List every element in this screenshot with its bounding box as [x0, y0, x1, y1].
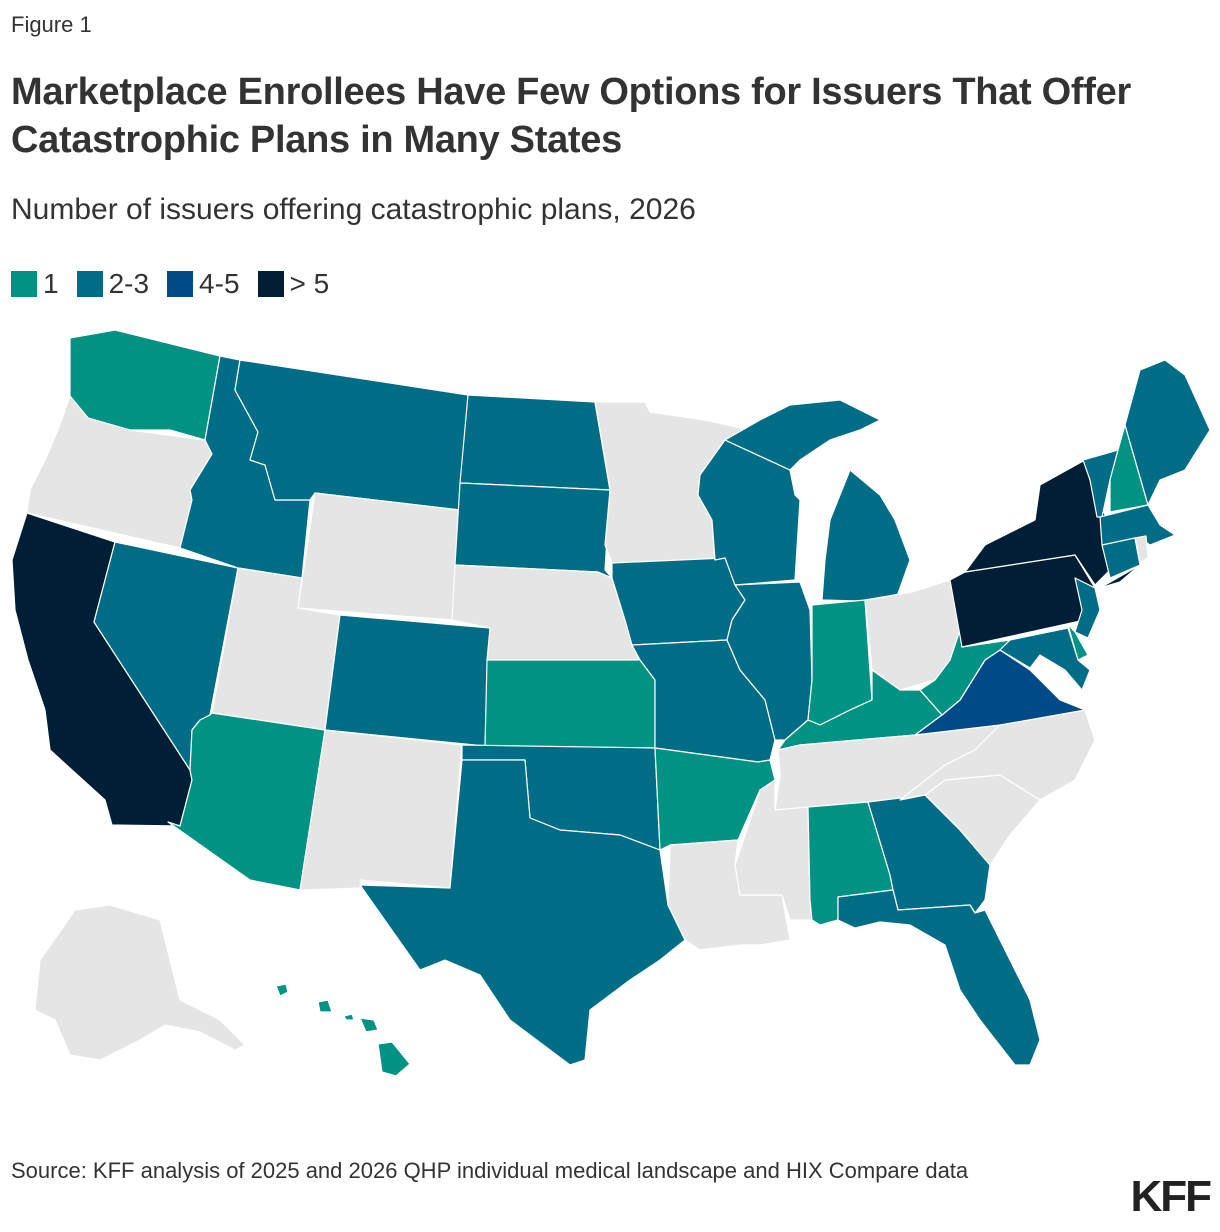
legend-label-gt5: > 5	[289, 268, 330, 299]
state-hi[interactable]	[275, 983, 411, 1077]
us-map	[0, 320, 1220, 1100]
state-nm[interactable]	[299, 729, 463, 891]
legend-swatch-2-3	[76, 271, 103, 297]
state-nc[interactable]	[899, 709, 1096, 801]
state-fl[interactable]	[837, 889, 1041, 1066]
state-wy[interactable]	[297, 492, 461, 621]
figure-label: Figure 1	[11, 12, 92, 37]
state-tx[interactable]	[359, 759, 686, 1066]
state-nd[interactable]	[459, 394, 611, 491]
legend-label-2-3: 2-3	[108, 268, 150, 299]
state-co[interactable]	[324, 614, 491, 747]
state-la[interactable]	[667, 839, 791, 951]
state-ak[interactable]	[34, 904, 246, 1061]
state-ks[interactable]	[484, 659, 656, 749]
kff-logo: KFF	[1130, 1172, 1212, 1221]
chart-subtitle: Number of issuers offering catastrophic …	[11, 193, 696, 226]
legend-swatch-gt5	[257, 271, 284, 297]
state-nj[interactable]	[1074, 577, 1101, 639]
state-ri[interactable]	[1134, 535, 1149, 564]
legend-item-2-3: 2-3	[76, 268, 150, 300]
state-md[interactable]	[999, 627, 1091, 691]
legend-item-4-5: 4-5	[167, 268, 240, 300]
legend-item-1: 1	[11, 268, 59, 300]
state-sd[interactable]	[454, 482, 613, 579]
state-nh[interactable]	[1109, 424, 1149, 513]
legend-item-gt5: > 5	[257, 268, 330, 300]
legend: 1 2-3 4-5 > 5	[11, 268, 329, 300]
legend-label-1: 1	[43, 268, 59, 299]
source-note: Source: KFF analysis of 2025 and 2026 QH…	[11, 1158, 969, 1183]
state-mi[interactable]	[724, 399, 911, 603]
legend-swatch-1	[11, 271, 37, 297]
chart-title: Marketplace Enrollees Have Few Options f…	[11, 71, 1131, 161]
state-ct[interactable]	[1101, 537, 1141, 579]
state-az[interactable]	[167, 712, 326, 891]
legend-swatch-4-5	[167, 271, 194, 297]
legend-label-4-5: 4-5	[199, 268, 240, 299]
state-il[interactable]	[726, 581, 813, 741]
state-ia[interactable]	[611, 557, 746, 646]
state-me[interactable]	[1124, 359, 1211, 506]
